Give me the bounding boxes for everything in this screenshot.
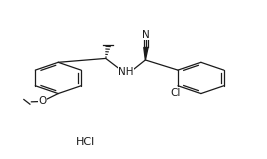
- Polygon shape: [144, 47, 148, 60]
- Text: HCl: HCl: [76, 137, 96, 147]
- Text: N: N: [142, 30, 150, 39]
- Text: Cl: Cl: [170, 88, 180, 98]
- Text: O: O: [38, 96, 46, 106]
- Text: NH: NH: [118, 67, 134, 77]
